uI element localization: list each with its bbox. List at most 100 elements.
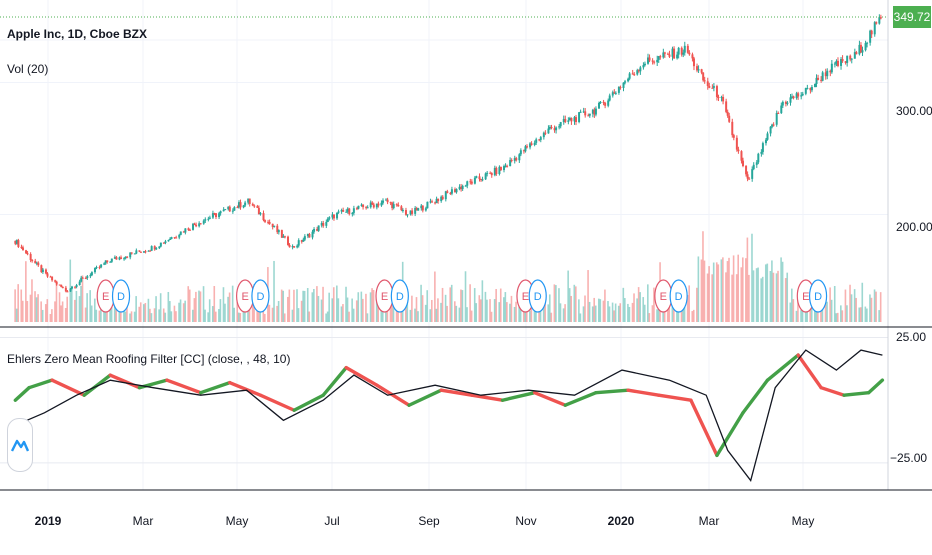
volume-bar — [276, 305, 278, 322]
indicator-legend[interactable]: Ehlers Zero Mean Roofing Filter [CC] (cl… — [7, 352, 291, 366]
candle-body — [562, 119, 565, 123]
candle-body — [741, 160, 744, 167]
candle-body — [409, 210, 412, 215]
volume-bar — [627, 303, 629, 322]
time-axis-label: May — [792, 514, 815, 528]
volume-bar — [752, 270, 755, 322]
tradingview-logo-icon[interactable] — [7, 418, 33, 472]
candle-body — [840, 59, 843, 66]
candle-body — [835, 60, 838, 64]
candle-body — [392, 204, 395, 209]
price-candles[interactable] — [14, 14, 882, 293]
dividend-marker-circle — [528, 279, 547, 313]
candle-body — [846, 55, 849, 63]
candle-body — [328, 217, 331, 219]
candle-body — [187, 228, 190, 230]
symbol-legend[interactable]: Apple Inc, 1D, Cboe BZX — [7, 27, 148, 41]
volume-bar — [291, 309, 294, 322]
candle-body — [829, 70, 832, 73]
volume-bar — [503, 297, 505, 322]
volume-bar — [179, 299, 182, 322]
candle-body — [109, 261, 112, 263]
candle-body — [395, 204, 398, 206]
candle-body — [75, 285, 78, 287]
volume-bar — [20, 289, 23, 322]
volume-bar — [846, 305, 848, 322]
volume-bar — [175, 311, 177, 322]
volume-bar — [486, 299, 488, 322]
candle-body — [149, 250, 152, 252]
volume-bar — [71, 286, 73, 322]
volume-bar — [424, 304, 427, 322]
volume-bar — [804, 309, 807, 322]
dividend-marker-label: D — [534, 291, 542, 303]
candle-body — [692, 58, 695, 67]
candle-body — [429, 201, 432, 203]
candle-body — [188, 229, 191, 231]
volume-bar — [509, 303, 511, 322]
dividend-marker-circle — [251, 279, 270, 313]
roofing-filter-segment — [842, 390, 871, 397]
candle-body — [755, 162, 758, 165]
candle-body — [239, 202, 242, 208]
volume-bar — [607, 301, 609, 322]
candle-body — [538, 139, 541, 141]
volume-bar — [135, 296, 137, 322]
candle-body — [283, 236, 286, 238]
candle-body — [118, 257, 121, 260]
volume-bar — [380, 308, 383, 322]
candle-body — [385, 199, 388, 201]
candle-body — [731, 121, 734, 136]
volume-bar — [573, 284, 576, 322]
volume-bar — [159, 293, 162, 322]
volume-bar — [772, 272, 775, 322]
volume-legend[interactable]: Vol (20) — [7, 62, 49, 76]
candle-body — [849, 55, 852, 60]
volume-bar — [735, 274, 738, 322]
candle-body — [706, 81, 709, 86]
price-axis-label: 200.00 — [896, 220, 932, 234]
candle-body — [810, 87, 813, 91]
candle-body — [322, 223, 325, 226]
candle-body — [280, 230, 283, 238]
volume-bar — [342, 304, 344, 322]
candle-body — [642, 65, 645, 68]
volume-bar — [149, 308, 151, 322]
roofing-filter-segment — [500, 390, 537, 402]
volume-bar — [138, 306, 141, 322]
candle-body — [861, 50, 864, 53]
candle-body — [100, 264, 103, 268]
volume-bar — [647, 284, 649, 322]
candle-body — [740, 151, 743, 161]
volume-bar — [653, 287, 655, 322]
volume-bar — [466, 307, 468, 322]
candle-body — [352, 208, 355, 213]
candle-body — [215, 213, 218, 218]
dividend-marker-circle — [669, 279, 688, 313]
candle-body — [311, 231, 314, 238]
volume-bar — [222, 287, 225, 322]
candle-body — [873, 22, 876, 35]
volume-bar — [769, 271, 772, 322]
volume-bar — [139, 302, 142, 322]
volume-bar — [86, 293, 88, 322]
last-price-badge: 349.72 — [893, 5, 931, 28]
candle-body — [792, 96, 795, 99]
volume-bar — [780, 257, 782, 322]
time-axis[interactable]: 2019 Mar May Jul Sep Nov 2020 Mar May — [35, 514, 815, 528]
candle-body — [372, 204, 375, 208]
volume-bar — [326, 311, 329, 322]
candle-body — [348, 208, 351, 215]
volume-bar — [420, 284, 422, 322]
volume-bar — [628, 306, 631, 322]
candle-body — [184, 228, 187, 233]
volume-bar — [143, 304, 145, 322]
volume-bar — [366, 313, 369, 322]
candle-body — [355, 208, 358, 210]
volume-bar — [150, 313, 153, 322]
candle-body — [195, 224, 198, 227]
volume-bar — [475, 303, 478, 322]
event-markers[interactable]: E E E E E ED D D D D D — [96, 279, 828, 313]
candle-body — [715, 86, 718, 97]
